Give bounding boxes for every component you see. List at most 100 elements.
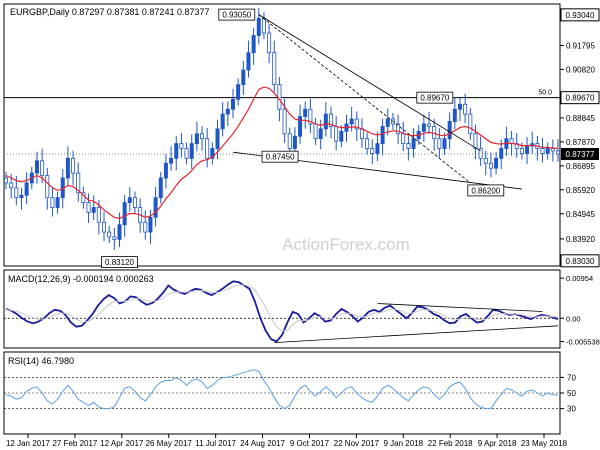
price-annotation-box (416, 91, 454, 104)
x-tick-label: 26 May 2017 (146, 439, 193, 448)
candle-body (148, 216, 153, 233)
candle-body (86, 202, 91, 213)
price-annotation-box (101, 256, 138, 268)
candle-body (236, 84, 241, 100)
candle-body (406, 143, 411, 149)
price-tick-label: 0.83920 (566, 235, 595, 244)
macd-title: MACD(12,26,9) -0.000194 0.000263 (8, 274, 154, 284)
rsi-panel: 70 50 30 (4, 369, 576, 414)
candle-body (365, 138, 370, 149)
price-tick-label: 0.87377 (566, 150, 595, 159)
candle-body (442, 138, 447, 149)
current-price-marker (561, 147, 599, 160)
candle-body (499, 148, 504, 159)
candle-body (127, 197, 132, 203)
candle-body (76, 172, 81, 194)
price-annotation-box (467, 184, 505, 197)
x-tick-label: 24 Aug 2017 (240, 439, 285, 448)
candle-body (34, 160, 39, 174)
candle-body (102, 221, 107, 233)
candle-body (447, 121, 452, 140)
candle-body (329, 113, 334, 127)
candle-body (457, 103, 462, 110)
candle-body (277, 84, 282, 110)
x-tick-label: 12 Apr 2017 (100, 439, 144, 448)
candle-body (349, 118, 354, 125)
candle-body (256, 17, 261, 36)
macd-tick-label: 0.00954 (566, 274, 593, 283)
candle-body (184, 148, 189, 159)
candle-body (556, 150, 561, 155)
candle-body (210, 148, 215, 159)
price-annotation-box (218, 8, 256, 21)
candle-body (473, 133, 478, 149)
candle-body (189, 143, 194, 159)
price-annotation-label: 0.89670 (420, 94, 449, 103)
candle-body (4, 177, 9, 184)
rsi-tick-label: 30 (567, 405, 576, 414)
price-tick-label: 0.84945 (566, 210, 595, 219)
candle-body (112, 236, 117, 240)
candle-body (411, 138, 416, 149)
candle-body (14, 187, 19, 199)
candle-body (267, 32, 272, 54)
candle-body (287, 133, 292, 149)
x-tick-label: 11 Jul 2017 (195, 439, 236, 448)
candle-body (427, 123, 432, 127)
candle-body (251, 35, 256, 54)
macd-tick-label: 0.00 (566, 314, 581, 323)
candle-body (396, 123, 401, 135)
candle-body (323, 113, 328, 130)
chart-header: EURGBP,Daily 0.87297 0.87381 0.87241 0.8… (10, 7, 210, 17)
price-tick-label: 0.90820 (566, 65, 595, 74)
candle-body (91, 207, 96, 213)
candle-body (9, 182, 14, 189)
candle-body (225, 108, 230, 115)
price-annotation-box (261, 150, 299, 163)
candle-body (303, 108, 308, 117)
price-tick-label: 0.87870 (566, 138, 595, 147)
ema-line (5, 86, 559, 220)
candle-body (401, 133, 406, 144)
candle-body (194, 133, 199, 144)
retracement-label: 50.0 (538, 90, 552, 97)
candle-body (478, 148, 483, 159)
price-tick-label: 0.93040 (566, 11, 595, 20)
candle-body (45, 175, 50, 199)
watermark: ActionForex.com (282, 235, 410, 254)
candle-body (292, 135, 297, 149)
candle-body (24, 182, 29, 196)
price-level-box (560, 91, 600, 105)
price-tick-label: 0.91795 (566, 41, 595, 50)
trend-line (258, 14, 471, 184)
candle-body (545, 148, 550, 154)
price-tick-label: 0.83030 (566, 257, 595, 266)
rsi-tick-label: 70 (567, 373, 576, 382)
candle-body (339, 130, 344, 142)
candle-body (421, 123, 426, 132)
macd-trend-line (274, 325, 559, 344)
candle-body (117, 224, 122, 240)
price-level-box (560, 8, 600, 22)
candle-body (200, 133, 205, 140)
candle-body (81, 192, 86, 203)
price-annotation-label: 0.93050 (222, 11, 251, 20)
x-tick-label: 23 May 2018 (521, 439, 568, 448)
candle-body (179, 143, 184, 149)
candle-body (452, 108, 457, 122)
candle-body (205, 138, 210, 159)
candle-body (483, 157, 488, 164)
x-axis: 12 Jan 2017 27 Feb 2017 12 Apr 2017 26 May … (6, 434, 568, 448)
candle-body (158, 177, 163, 199)
x-tick-label: 9 Apr 2018 (478, 439, 517, 448)
trend-line (258, 14, 481, 152)
x-tick-label: 27 Feb 2017 (52, 439, 97, 448)
candle-body (298, 116, 303, 137)
rsi-line (5, 369, 559, 410)
candle-body (380, 126, 385, 145)
candle-body (174, 143, 179, 159)
candle-body (313, 123, 318, 140)
candle-body (107, 231, 112, 238)
